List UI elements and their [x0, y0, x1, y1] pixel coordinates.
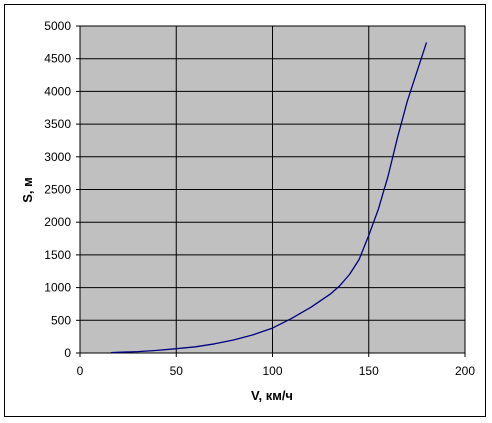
y-tick-label: 1500 [44, 248, 71, 262]
tick-labels: 0500100015002000250030003500400045005000… [44, 19, 475, 378]
x-tick-label: 0 [77, 364, 84, 378]
series-layer [110, 42, 428, 354]
gridlines [76, 25, 466, 357]
y-tick-label: 4000 [44, 84, 71, 98]
x-axis-title: V, км/ч [251, 388, 293, 403]
x-tick-label: 50 [170, 364, 184, 378]
y-tick-label: 2000 [44, 215, 71, 229]
y-tick-label: 5000 [44, 19, 71, 33]
series-line [110, 42, 428, 354]
y-tick-label: 4500 [44, 52, 71, 66]
y-tick-label: 3000 [44, 150, 71, 164]
y-tick-label: 1000 [44, 281, 71, 295]
y-axis-title: S, м [20, 177, 35, 203]
y-tick-label: 2500 [44, 183, 71, 197]
x-tick-label: 200 [455, 364, 475, 378]
y-tick-label: 0 [64, 346, 71, 360]
y-tick-label: 500 [51, 313, 71, 327]
y-tick-label: 3500 [44, 117, 71, 131]
x-tick-label: 150 [359, 364, 379, 378]
x-tick-label: 100 [262, 364, 282, 378]
